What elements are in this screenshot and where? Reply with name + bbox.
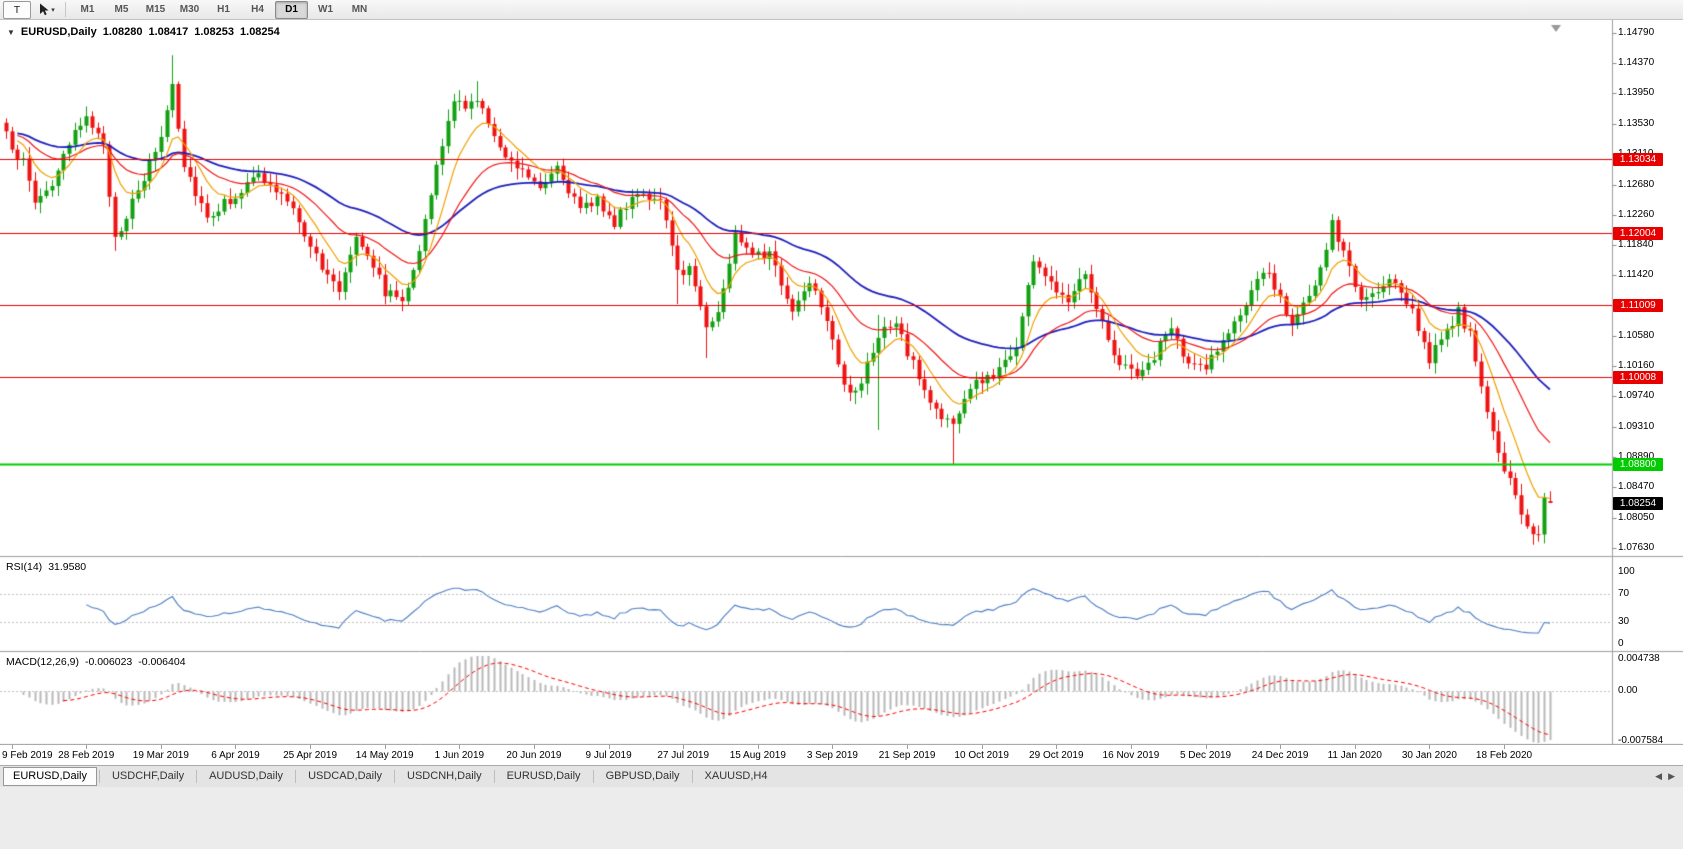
date-axis-label: 21 Sep 2019 — [878, 750, 936, 761]
date-axis-label: 9 Jul 2019 — [585, 750, 632, 761]
date-axis-tick — [1206, 745, 1207, 749]
date-axis-tick — [1056, 745, 1057, 749]
date-axis-tick — [1280, 745, 1281, 749]
date-axis-tick — [1355, 745, 1356, 749]
dropdown-caret-icon: ▾ — [51, 6, 55, 14]
tab-divider — [98, 770, 100, 783]
timeframe-button-m1[interactable]: M1 — [80, 4, 95, 15]
date-axis-label: 3 Sep 2019 — [806, 750, 859, 761]
date-axis-tick — [459, 745, 460, 749]
chart-tab-usdcnh-daily[interactable]: USDCNH,Daily — [407, 770, 482, 782]
macd-signal-value: -0.006404 — [138, 656, 186, 668]
tab-divider — [295, 770, 297, 783]
date-axis-tick — [12, 745, 13, 749]
timeframe-button-w1[interactable]: W1 — [318, 4, 333, 15]
tab-divider — [592, 770, 594, 783]
tab-scroll-left-icon[interactable]: ◀ — [1655, 771, 1663, 781]
cursor-icon — [40, 3, 49, 16]
toolbar-separator — [65, 2, 66, 17]
tab-divider — [394, 770, 396, 783]
timeframe-button-m5[interactable]: M5 — [114, 4, 129, 15]
macd-name: MACD(12,26,9) — [6, 656, 79, 668]
date-axis-label: 16 Nov 2019 — [1102, 750, 1160, 761]
timeframe-buttons: M1 M5 M15 M30 H1 H4 D1 W1 MN — [71, 0, 376, 19]
timeframe-button-h4[interactable]: H4 — [251, 4, 264, 15]
tab-scroll-arrows: ◀ ▶ — [1655, 771, 1680, 782]
date-axis-label: 28 Feb 2019 — [58, 750, 115, 761]
date-axis-tick — [385, 745, 386, 749]
macd-indicator-label: MACD(12,26,9) -0.006023 -0.006404 — [6, 656, 186, 668]
tab-divider — [691, 770, 693, 783]
date-axis-label: 10 Oct 2019 — [954, 750, 1009, 761]
date-axis-label: 20 Jun 2019 — [506, 750, 562, 761]
ohlc-low: 1.08253 — [194, 26, 235, 38]
chart-area: ▼ EURUSD,Daily 1.08280 1.08417 1.08253 1… — [0, 20, 1683, 765]
date-axis-tick — [534, 745, 535, 749]
tab-divider — [493, 770, 495, 783]
chart-tab-eurusd-daily[interactable]: EURUSD,Daily — [506, 770, 581, 782]
date-axis-tick — [758, 745, 759, 749]
date-axis-label: 9 Feb 2019 — [2, 750, 53, 761]
chart-tab-gbpusd-daily[interactable]: GBPUSD,Daily — [605, 770, 680, 782]
date-axis-tick — [982, 745, 983, 749]
chart-tab-audusd-daily[interactable]: AUDUSD,Daily — [209, 770, 284, 782]
date-axis-label: 29 Oct 2019 — [1029, 750, 1084, 761]
timeframe-button-mn[interactable]: MN — [351, 4, 368, 15]
date-axis-tick — [86, 745, 87, 749]
timeframe-button-m15[interactable]: M15 — [145, 4, 166, 15]
timeframe-button-d1[interactable]: D1 — [275, 0, 308, 19]
date-axis-label: 6 Apr 2019 — [211, 750, 260, 761]
chart-tabs: EURUSD,Daily USDCHF,Daily AUDUSD,Daily USDC… — [3, 767, 778, 786]
date-axis-tick — [832, 745, 833, 749]
date-axis-label: 11 Jan 2020 — [1327, 750, 1382, 761]
tab-scroll-right-icon[interactable]: ▶ — [1668, 771, 1675, 781]
cursor-tool-button[interactable]: ▾ — [32, 1, 60, 19]
chart-tab-usdchf-daily[interactable]: USDCHF,Daily — [111, 770, 185, 782]
date-axis-tick — [1131, 745, 1132, 749]
periodicity-toolbar: T ▾ M1 M5 M15 M30 H1 H4 D1 W1 MN — [0, 0, 1683, 20]
chart-tab-bar: EURUSD,Daily USDCHF,Daily AUDUSD,Daily USDC… — [0, 765, 1683, 787]
date-axis-label: 15 Aug 2019 — [729, 750, 786, 761]
timeframe-button-m30[interactable]: M30 — [179, 4, 200, 15]
date-axis-tick — [235, 745, 236, 749]
rsi-name: RSI(14) — [6, 561, 43, 573]
collapse-arrow-icon[interactable]: ▼ — [7, 27, 15, 37]
ohlc-open: 1.08280 — [102, 26, 143, 38]
chart-symbol-period: EURUSD,Daily — [20, 26, 97, 38]
chart-title: ▼ EURUSD,Daily 1.08280 1.08417 1.08253 1… — [7, 26, 280, 38]
date-axis-label: 24 Dec 2019 — [1251, 750, 1309, 761]
date-axis-tick — [1504, 745, 1505, 749]
chart-tab-xauusd-h4[interactable]: XAUUSD,H4 — [704, 770, 768, 782]
date-axis-label: 1 Jun 2019 — [434, 750, 485, 761]
ohlc-close: 1.08254 — [240, 26, 280, 38]
rsi-indicator-label: RSI(14) 31.9580 — [6, 561, 86, 573]
date-axis-tick — [161, 745, 162, 749]
tab-divider — [196, 770, 198, 783]
chart-tab-usdcad-daily[interactable]: USDCAD,Daily — [308, 770, 383, 782]
date-axis-label: 14 May 2019 — [355, 750, 414, 761]
date-axis-label: 30 Jan 2020 — [1401, 750, 1457, 761]
date-axis-tick — [609, 745, 610, 749]
date-axis-label: 27 Jul 2019 — [657, 750, 710, 761]
date-axis-label: 5 Dec 2019 — [1179, 750, 1232, 761]
chart-template-button[interactable]: T — [3, 0, 31, 19]
date-axis-label: 25 Apr 2019 — [283, 750, 338, 761]
price-chart-canvas[interactable] — [0, 20, 1683, 745]
date-axis-tick — [310, 745, 311, 749]
date-axis-tick — [1429, 745, 1430, 749]
date-axis-tick — [683, 745, 684, 749]
rsi-value: 31.9580 — [48, 561, 87, 573]
chart-tab-eurusd-daily[interactable]: EURUSD,Daily — [3, 767, 97, 786]
ohlc-high: 1.08417 — [148, 26, 189, 38]
bottom-filler — [0, 787, 1683, 849]
timeframe-button-h1[interactable]: H1 — [217, 4, 230, 15]
date-axis-label: 19 Mar 2019 — [132, 750, 189, 761]
date-axis-label: 18 Feb 2020 — [1475, 750, 1533, 761]
date-axis-tick — [907, 745, 908, 749]
macd-main-value: -0.006023 — [84, 656, 133, 668]
